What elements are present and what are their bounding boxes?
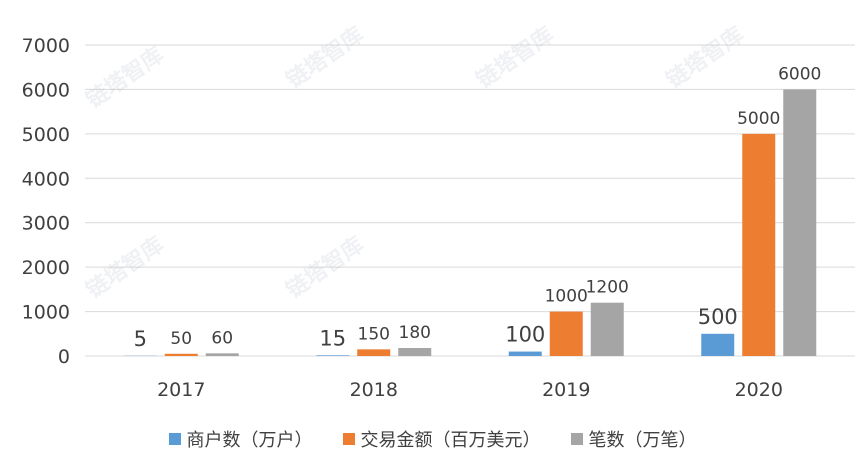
y-tick-label: 3000 (22, 213, 70, 235)
data-label: 5000 (737, 109, 780, 129)
bar (398, 348, 432, 356)
bar (783, 89, 817, 356)
x-tick-label: 2018 (350, 379, 398, 401)
y-tick-label: 6000 (22, 79, 70, 101)
legend-label: 笔数（万笔） (588, 430, 697, 451)
y-tick-label: 7000 (22, 35, 70, 57)
bar (508, 351, 542, 356)
data-label: 180 (399, 323, 431, 343)
data-label: 150 (358, 324, 390, 344)
y-tick-label: 0 (58, 346, 70, 368)
data-label: 1200 (586, 278, 629, 298)
legend-item: 笔数（万笔） (570, 426, 697, 452)
bar (205, 353, 239, 356)
data-label: 15 (319, 326, 346, 350)
data-label: 50 (170, 329, 192, 349)
data-label: 5 (134, 327, 147, 351)
data-label: 100 (505, 323, 545, 347)
data-label: 60 (211, 328, 233, 348)
data-label: 1000 (545, 287, 588, 307)
bar (590, 302, 624, 356)
legend-swatch-2 (570, 433, 583, 445)
legend: 商户数（万户） 交易金额（百万美元） 笔数（万笔） (0, 426, 865, 452)
legend-swatch-1 (342, 433, 355, 445)
data-label: 6000 (778, 64, 821, 84)
legend-label: 商户数（万户） (186, 430, 313, 451)
legend-item: 商户数（万户） (168, 426, 313, 452)
data-label: 500 (698, 305, 738, 329)
bar (701, 333, 735, 356)
bar (316, 355, 350, 356)
bar (357, 349, 391, 356)
bar (549, 311, 583, 356)
y-tick-label: 1000 (22, 302, 70, 324)
legend-label: 交易金额（百万美元） (360, 430, 541, 451)
bar (164, 353, 198, 356)
y-tick-label: 2000 (22, 257, 70, 279)
y-tick-label: 5000 (22, 124, 70, 146)
x-tick-label: 2020 (735, 379, 783, 401)
x-tick-label: 2019 (542, 379, 590, 401)
bar (742, 133, 776, 356)
legend-swatch-0 (168, 433, 181, 445)
x-tick-label: 2017 (157, 379, 205, 401)
legend-item: 交易金额（百万美元） (342, 426, 541, 452)
y-tick-label: 4000 (22, 168, 70, 190)
